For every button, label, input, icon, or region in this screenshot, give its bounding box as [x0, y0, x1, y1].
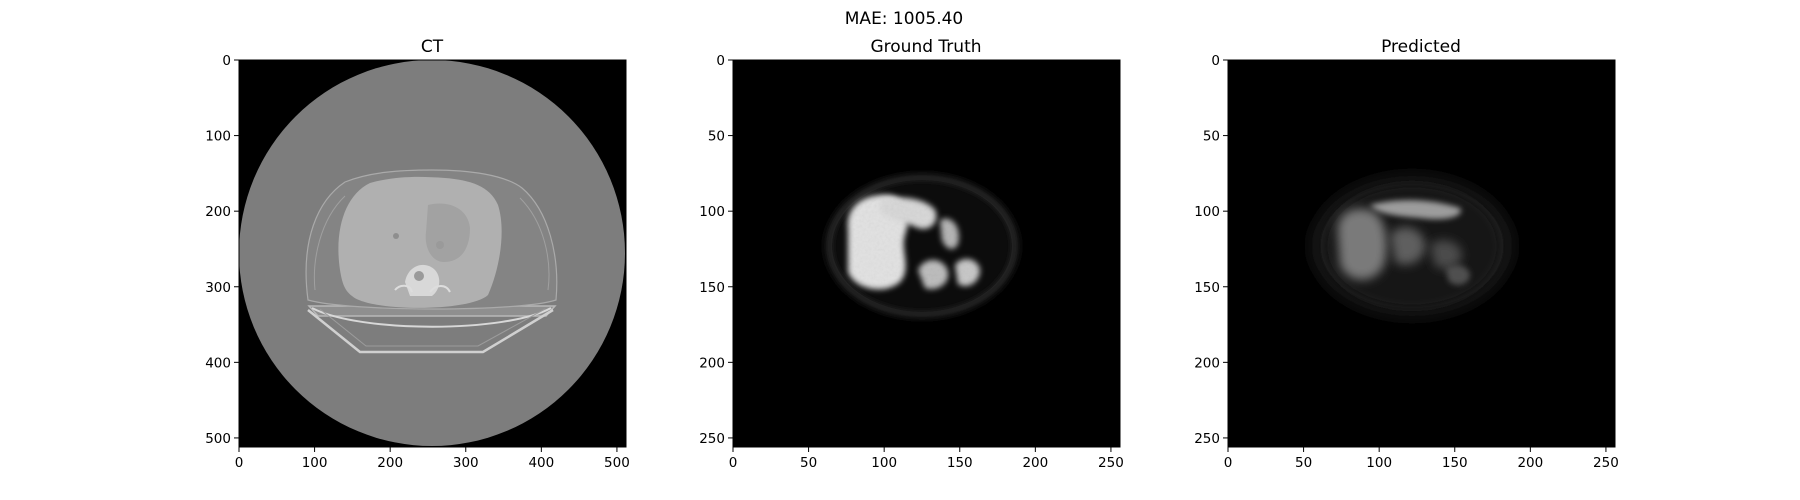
ct-axes-frame: [238, 59, 627, 448]
ground-truth-xtick-label: 250: [1098, 455, 1124, 471]
ground-truth-xtick-label: 200: [1022, 455, 1048, 471]
ground-truth-xtick-label: 100: [871, 455, 897, 471]
ct-ytick-label: 400: [205, 355, 231, 371]
predicted-ytick-label: 250: [1194, 431, 1220, 447]
ground-truth-ytick-label: 150: [699, 280, 725, 296]
ground-truth-ytick-label: 0: [716, 53, 725, 69]
ct-ytick-label: 300: [205, 280, 231, 296]
ground-truth-axes-frame: [732, 59, 1121, 448]
ct-panel: CT 0 10: [205, 37, 630, 471]
ct-ytick-label: 500: [205, 431, 231, 447]
ct-xtick-label: 300: [453, 455, 479, 471]
ct-ytick-label: 200: [205, 204, 231, 220]
ground-truth-ytick-label: 50: [708, 129, 725, 145]
predicted-xtick-label: 100: [1366, 455, 1392, 471]
predicted-ytick-label: 50: [1203, 129, 1220, 145]
ct-ytick-label: 0: [222, 53, 231, 69]
ground-truth-xtick-label: 0: [729, 455, 738, 471]
predicted-panel-title: Predicted: [1381, 37, 1461, 57]
figure-title: MAE: 1005.40: [845, 9, 963, 29]
ct-xtick-label: 200: [377, 455, 403, 471]
ct-xtick-label: 400: [528, 455, 554, 471]
ct-xtick-label: 500: [604, 455, 630, 471]
predicted-xtick-label: 0: [1224, 455, 1233, 471]
predicted-ytick-label: 150: [1194, 280, 1220, 296]
ground-truth-xtick-label: 50: [800, 455, 817, 471]
predicted-axes-frame: [1227, 59, 1616, 448]
ct-xtick-label: 0: [235, 455, 244, 471]
predicted-ytick-label: 200: [1194, 355, 1220, 371]
predicted-xtick-label: 250: [1593, 455, 1619, 471]
ground-truth-xtick-label: 150: [947, 455, 973, 471]
ground-truth-ytick-label: 100: [699, 204, 725, 220]
ground-truth-ytick-label: 200: [699, 355, 725, 371]
predicted-image: [1228, 60, 1615, 447]
ground-truth-image: [733, 60, 1120, 447]
ground-truth-panel-title: Ground Truth: [870, 37, 981, 57]
ground-truth-ytick-label: 250: [699, 431, 725, 447]
predicted-xtick-label: 150: [1442, 455, 1468, 471]
ct-panel-title: CT: [421, 37, 444, 57]
ground-truth-panel: Ground Truth 0 50 100 150 200 250050100150200…: [699, 37, 1124, 471]
ct-xtick-label: 100: [302, 455, 328, 471]
predicted-ytick-label: 0: [1211, 53, 1220, 69]
predicted-xtick-label: 200: [1517, 455, 1543, 471]
predicted-ytick-label: 100: [1194, 204, 1220, 220]
ct-ytick-label: 100: [205, 129, 231, 145]
ct-image: [239, 60, 626, 447]
predicted-xtick-label: 50: [1295, 455, 1312, 471]
